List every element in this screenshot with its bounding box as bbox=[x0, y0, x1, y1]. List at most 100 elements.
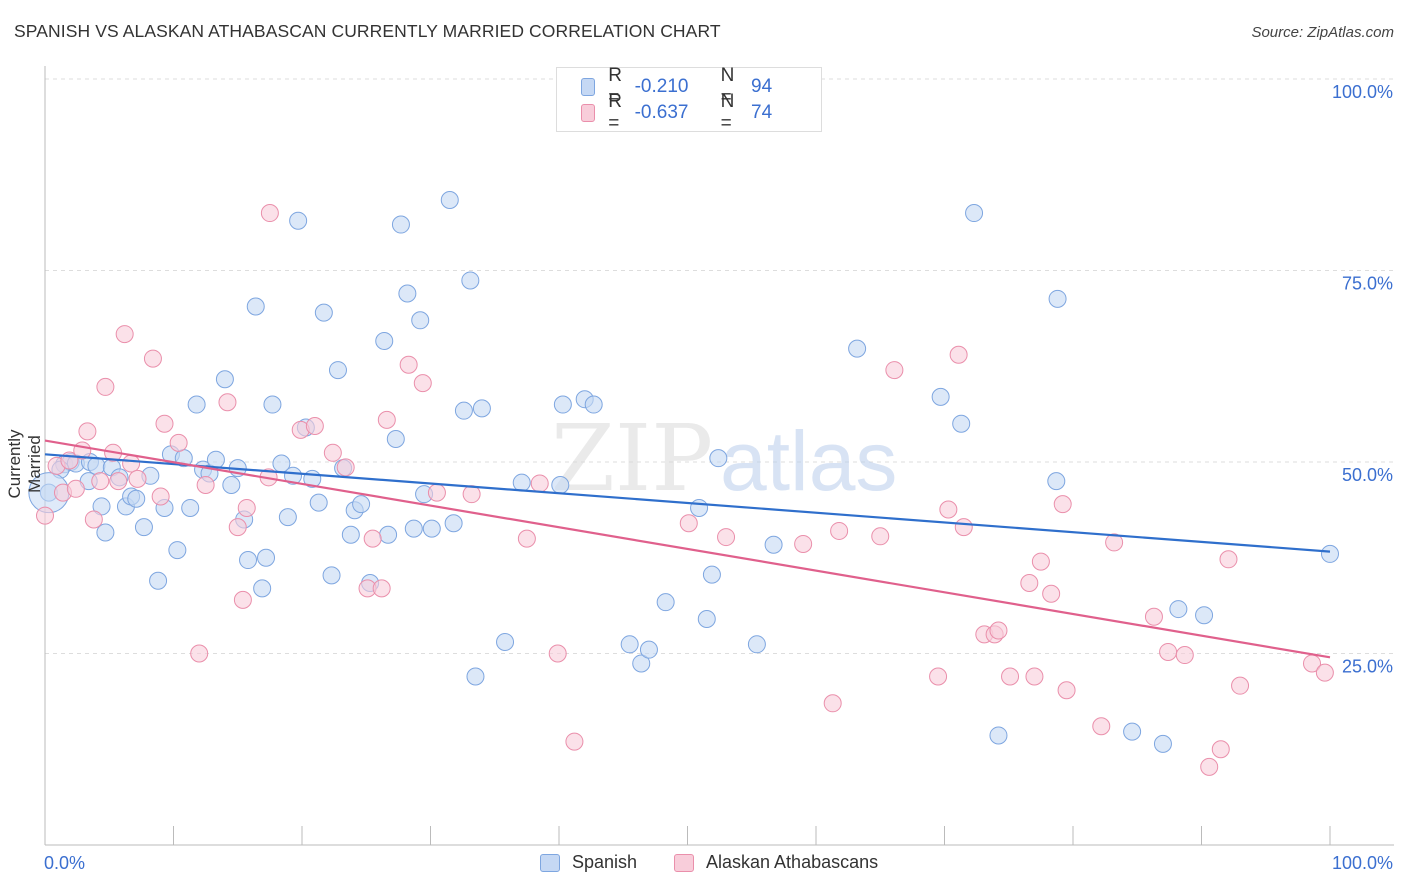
data-point bbox=[149, 571, 168, 590]
data-point bbox=[551, 475, 570, 494]
data-point bbox=[78, 422, 97, 441]
data-point bbox=[1159, 642, 1178, 661]
data-point bbox=[1175, 646, 1194, 665]
data-point bbox=[1053, 495, 1072, 514]
data-point bbox=[115, 325, 134, 344]
data-point bbox=[952, 414, 971, 433]
data-point bbox=[1144, 607, 1163, 626]
data-point bbox=[263, 395, 282, 414]
data-point bbox=[151, 487, 170, 506]
spanish-swatch bbox=[581, 78, 596, 96]
data-point bbox=[96, 523, 115, 542]
data-point bbox=[461, 271, 480, 290]
legend-item-label: Alaskan Athabascans bbox=[706, 852, 879, 872]
data-point bbox=[702, 565, 721, 584]
data-point bbox=[109, 472, 128, 491]
data-point bbox=[553, 395, 572, 414]
data-point bbox=[398, 284, 417, 303]
data-point bbox=[168, 541, 187, 560]
data-point bbox=[462, 485, 481, 504]
data-point bbox=[246, 297, 265, 316]
y-axis-label: Currently Married bbox=[5, 429, 44, 499]
data-point bbox=[328, 361, 347, 380]
trend-lines bbox=[44, 439, 1331, 659]
data-point bbox=[989, 621, 1008, 640]
data-point bbox=[1105, 533, 1124, 552]
data-point bbox=[1025, 667, 1044, 686]
series-alaskan-athabascans bbox=[36, 204, 1334, 776]
data-point bbox=[427, 483, 446, 502]
data-point bbox=[322, 566, 341, 585]
alaskan-swatch bbox=[581, 104, 596, 122]
legend-n-value: 74 bbox=[751, 102, 773, 123]
data-point bbox=[386, 430, 405, 449]
data-point bbox=[1020, 574, 1039, 593]
source-label: Source: ZipAtlas.com bbox=[1251, 24, 1394, 41]
data-point bbox=[169, 433, 188, 452]
legend-item-alaskan[interactable]: Alaskan Athabascans bbox=[674, 852, 878, 873]
data-point bbox=[122, 454, 141, 473]
data-point bbox=[1219, 550, 1238, 569]
correlation-legend: R = -0.210 N = 94 R = -0.637 N = 74 bbox=[556, 65, 822, 134]
data-point bbox=[399, 355, 418, 374]
data-point bbox=[1042, 584, 1061, 603]
data-point bbox=[709, 449, 728, 468]
data-point bbox=[215, 370, 234, 389]
data-point bbox=[848, 339, 867, 358]
legend-r-label: R = bbox=[608, 91, 622, 134]
data-point bbox=[278, 508, 297, 527]
data-point bbox=[472, 399, 491, 418]
legend-item-spanish[interactable]: Spanish bbox=[540, 852, 637, 873]
data-point bbox=[929, 667, 948, 686]
data-point bbox=[1048, 289, 1067, 308]
data-point bbox=[548, 644, 567, 663]
data-point bbox=[717, 528, 736, 547]
data-point bbox=[632, 654, 651, 673]
data-point bbox=[222, 475, 241, 494]
data-point bbox=[747, 635, 766, 654]
data-point bbox=[697, 610, 716, 629]
data-point bbox=[411, 311, 430, 330]
data-point bbox=[233, 590, 252, 609]
data-point bbox=[196, 475, 215, 494]
data-point bbox=[989, 726, 1008, 745]
data-point bbox=[931, 387, 950, 406]
data-point bbox=[565, 732, 584, 751]
data-point bbox=[1200, 757, 1219, 776]
data-point bbox=[260, 204, 279, 223]
data-point bbox=[134, 518, 153, 537]
data-point bbox=[379, 525, 398, 544]
data-point bbox=[305, 416, 324, 435]
data-point bbox=[1092, 717, 1111, 736]
data-point bbox=[1031, 552, 1050, 571]
data-point bbox=[422, 519, 441, 538]
legend-row-alaskan: R = -0.637 N = 74 bbox=[581, 91, 821, 134]
watermark-atlas: atlas bbox=[720, 414, 897, 508]
data-point bbox=[190, 644, 209, 663]
chart-title: SPANISH VS ALASKAN ATHABASCAN CURRENTLY … bbox=[14, 21, 721, 41]
data-point bbox=[1169, 600, 1188, 619]
data-point bbox=[1123, 722, 1142, 741]
data-point bbox=[764, 535, 783, 554]
trend-line bbox=[44, 439, 1331, 659]
data-point bbox=[309, 493, 328, 512]
legend-r-label: R = bbox=[608, 65, 622, 108]
legend-r-value: -0.637 bbox=[634, 102, 689, 123]
data-point bbox=[444, 514, 463, 533]
data-point bbox=[239, 551, 258, 570]
data-point bbox=[1315, 663, 1334, 682]
data-point bbox=[620, 635, 639, 654]
data-point bbox=[66, 479, 85, 498]
data-point bbox=[181, 498, 200, 517]
y-tick-label: 50.0% bbox=[1342, 465, 1393, 485]
data-point bbox=[372, 579, 391, 598]
data-point bbox=[517, 529, 536, 548]
y-tick-label: 25.0% bbox=[1342, 657, 1393, 677]
data-point bbox=[391, 215, 410, 234]
series-legend: Spanish Alaskan Athabascans bbox=[0, 852, 1406, 876]
data-point bbox=[187, 395, 206, 414]
data-point bbox=[1321, 544, 1339, 563]
legend-n-value: 94 bbox=[751, 76, 773, 97]
data-point bbox=[885, 361, 904, 380]
trend-line bbox=[44, 453, 1331, 553]
